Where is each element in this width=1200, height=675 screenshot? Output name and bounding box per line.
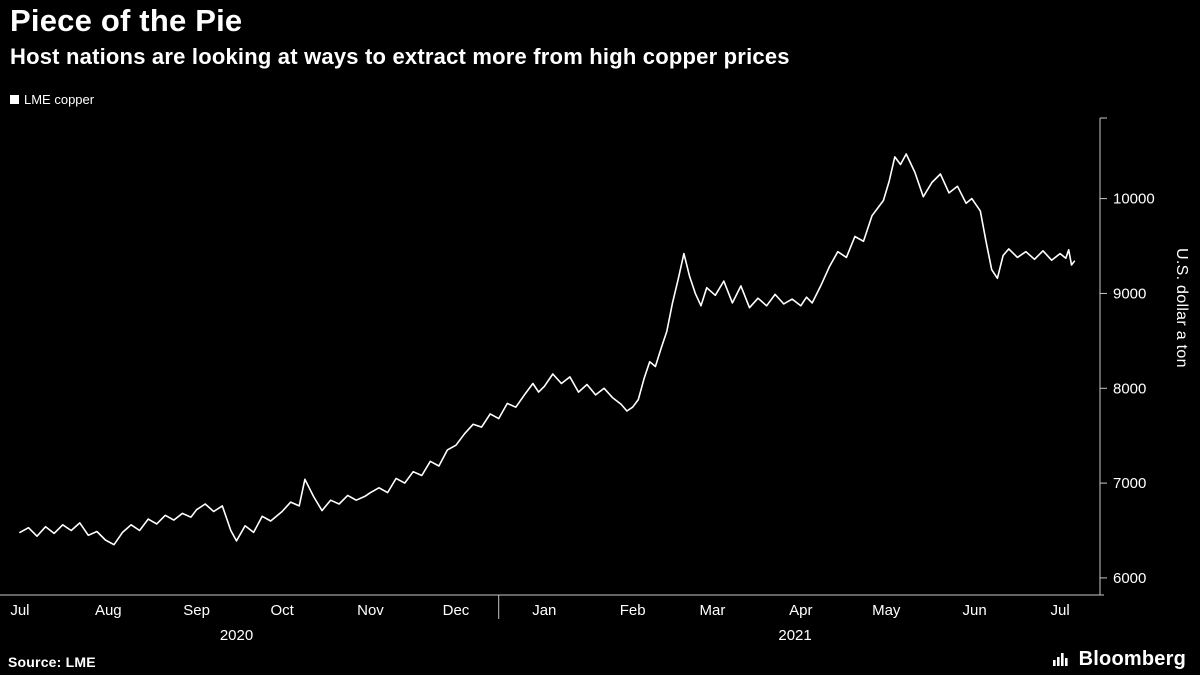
x-tick-label: Oct: [270, 602, 294, 619]
x-tick-label: Nov: [357, 602, 384, 619]
bloomberg-chart-icon: [1052, 653, 1068, 666]
x-tick-label: Feb: [620, 602, 646, 619]
legend-label: LME copper: [24, 92, 95, 107]
x-tick-label: Dec: [443, 602, 470, 619]
y-tick-label: 10000: [1113, 191, 1155, 208]
x-tick-label: May: [872, 602, 901, 619]
x-tick-label: Apr: [789, 602, 812, 619]
x-tick-label: Jun: [963, 602, 987, 619]
price-line: [19, 153, 1076, 546]
x-tick-label: Mar: [700, 602, 726, 619]
y-tick-label: 6000: [1113, 570, 1146, 587]
year-label: 2021: [778, 627, 811, 644]
x-tick-label: Aug: [95, 602, 122, 619]
x-tick-label: Jan: [532, 602, 556, 619]
y-tick-label: 7000: [1113, 475, 1146, 492]
x-tick-label: Sep: [183, 602, 210, 619]
chart-subtitle: Host nations are looking at ways to extr…: [10, 44, 790, 69]
x-tick-label: Jul: [1051, 602, 1070, 619]
x-tick-label: Jul: [10, 602, 29, 619]
source-note: Source: LME: [8, 654, 96, 670]
y-axis-title: U.S. dollar a ton: [1173, 248, 1190, 368]
legend-swatch-icon: [10, 95, 19, 104]
bloomberg-logo: Bloomberg: [1052, 648, 1186, 671]
y-tick-label: 9000: [1113, 285, 1146, 302]
bloomberg-wordmark: Bloomberg: [1078, 648, 1186, 670]
year-label: 2020: [220, 627, 253, 644]
legend: LME copper: [10, 92, 94, 107]
chart-title: Piece of the Pie: [10, 3, 243, 38]
y-tick-label: 8000: [1113, 380, 1146, 397]
